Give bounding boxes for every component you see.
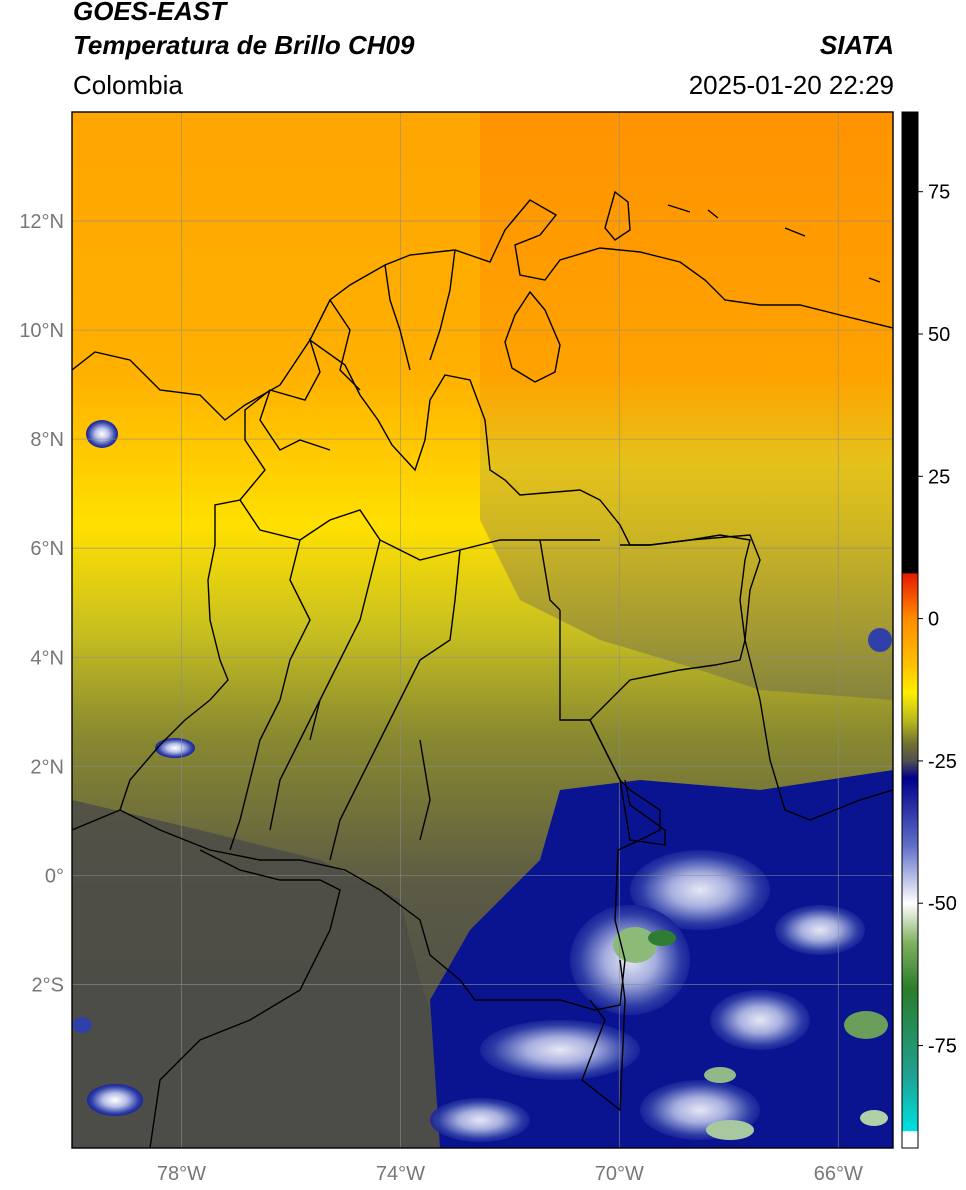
cold-region-southwest (72, 800, 470, 1148)
lat-tick-label: 0° (45, 865, 64, 887)
venezuela-border (620, 534, 893, 821)
colorbar-bar (901, 111, 919, 1149)
storm-cell (87, 1084, 143, 1116)
longitude-labels: 78°W 74°W 70°W 66°W (157, 1163, 863, 1185)
colorbar-tick-label: 0 (928, 609, 939, 631)
colombia-outline (119, 338, 751, 1011)
lat-tick-label: 6°N (30, 538, 64, 560)
colorbar-tick-label: -75 (928, 1036, 957, 1058)
cold-core (648, 930, 676, 946)
cold-core (706, 1120, 754, 1140)
source-label: SIATA (819, 30, 894, 60)
peru-border (581, 959, 626, 1112)
islands (604, 190, 881, 283)
lat-tick-label: 12°N (19, 211, 64, 233)
lon-tick-label: 78°W (157, 1163, 206, 1185)
region-label: Colombia (73, 70, 183, 100)
lon-tick-label: 74°W (376, 1163, 425, 1185)
interior-borders (229, 249, 600, 861)
colorbar-tick-label: 25 (928, 466, 950, 488)
colorbar: 75 50 25 0 -25 -50 -75 (901, 111, 957, 1149)
storm-cell (86, 420, 118, 448)
product-title: Temperatura de Brillo CH09 (73, 30, 415, 60)
lat-tick-label: 2°S (32, 974, 64, 996)
colorbar-tick-label: 75 (928, 182, 950, 204)
warm-region-east (480, 112, 893, 700)
colorbar-tick-label: -50 (928, 893, 957, 915)
lat-tick-label: 2°N (30, 756, 64, 778)
lat-tick-label: 8°N (30, 429, 64, 451)
cold-core (844, 1011, 888, 1039)
latitude-labels: 12°N 10°N 8°N 6°N 4°N 2°N 0° 2°S (19, 211, 64, 996)
storm-cell (155, 738, 195, 758)
colorbar-tick-label: 50 (928, 324, 950, 346)
map-frame (71, 111, 894, 1149)
storm-cell (72, 1017, 92, 1033)
lat-tick-label: 10°N (19, 320, 64, 342)
brazil-border (559, 610, 666, 846)
datetime-label: 2025-01-20 22:29 (688, 70, 894, 100)
satellite-title: GOES-EAST (73, 0, 227, 26)
colorbar-tick-label: -25 (928, 751, 957, 773)
cold-core (704, 1067, 736, 1083)
storm-cell (868, 628, 892, 652)
borders (72, 190, 893, 1148)
graticule (72, 112, 893, 1148)
lon-tick-label: 66°W (814, 1163, 863, 1185)
lon-tick-label: 70°W (595, 1163, 644, 1185)
maracaibo-lake (504, 290, 561, 383)
lat-tick-label: 4°N (30, 647, 64, 669)
cold-core (860, 1110, 888, 1126)
caribbean-coastline (72, 199, 893, 421)
ecuador-border (72, 809, 341, 1148)
